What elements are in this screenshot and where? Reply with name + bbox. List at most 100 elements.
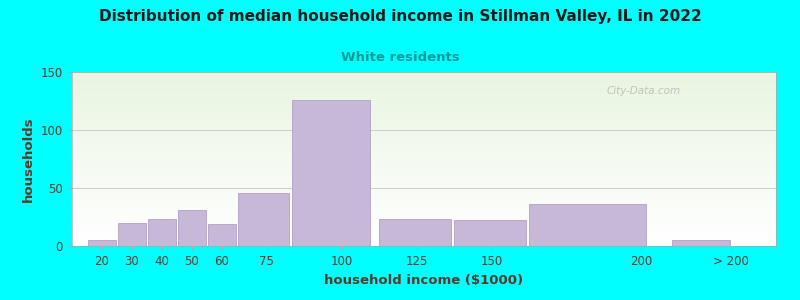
- X-axis label: household income ($1000): household income ($1000): [325, 274, 523, 286]
- Bar: [72, 215, 776, 216]
- Bar: [72, 94, 776, 96]
- Bar: [72, 133, 776, 135]
- Bar: [72, 234, 776, 236]
- Bar: [72, 218, 776, 220]
- Bar: [72, 110, 776, 112]
- Bar: [88, 240, 116, 246]
- Bar: [72, 105, 776, 107]
- Text: Distribution of median household income in Stillman Valley, IL in 2022: Distribution of median household income …: [98, 9, 702, 24]
- Bar: [292, 100, 370, 246]
- Bar: [208, 224, 235, 246]
- Bar: [672, 240, 730, 246]
- Bar: [72, 241, 776, 242]
- Bar: [72, 145, 776, 147]
- Bar: [72, 79, 776, 81]
- Bar: [72, 169, 776, 171]
- Bar: [72, 122, 776, 124]
- Bar: [72, 124, 776, 126]
- Bar: [72, 201, 776, 203]
- Bar: [178, 210, 206, 246]
- Bar: [72, 182, 776, 183]
- Bar: [72, 192, 776, 194]
- Bar: [72, 89, 776, 91]
- Bar: [72, 168, 776, 169]
- Bar: [454, 220, 526, 246]
- Bar: [72, 150, 776, 152]
- Bar: [72, 109, 776, 110]
- Bar: [72, 140, 776, 142]
- Bar: [72, 244, 776, 246]
- Bar: [72, 187, 776, 189]
- Bar: [72, 164, 776, 166]
- Bar: [238, 193, 290, 246]
- Bar: [72, 103, 776, 105]
- Bar: [72, 88, 776, 89]
- Bar: [72, 98, 776, 100]
- Bar: [72, 93, 776, 94]
- Bar: [72, 202, 776, 204]
- Bar: [72, 197, 776, 199]
- Bar: [72, 189, 776, 190]
- Bar: [72, 216, 776, 218]
- Bar: [72, 225, 776, 227]
- Bar: [72, 211, 776, 213]
- Bar: [72, 157, 776, 159]
- Bar: [118, 223, 146, 246]
- Bar: [72, 185, 776, 187]
- Bar: [72, 114, 776, 116]
- Bar: [72, 236, 776, 237]
- Bar: [72, 107, 776, 109]
- Bar: [72, 96, 776, 98]
- Bar: [72, 102, 776, 103]
- Bar: [72, 196, 776, 197]
- Bar: [72, 126, 776, 128]
- Bar: [72, 173, 776, 175]
- Bar: [72, 180, 776, 182]
- Bar: [72, 84, 776, 86]
- Bar: [72, 171, 776, 173]
- Bar: [72, 199, 776, 201]
- Bar: [72, 209, 776, 211]
- Bar: [72, 242, 776, 244]
- Bar: [72, 143, 776, 145]
- Bar: [72, 116, 776, 117]
- Bar: [72, 208, 776, 209]
- Bar: [72, 239, 776, 241]
- Bar: [72, 220, 776, 222]
- Bar: [72, 175, 776, 176]
- Bar: [72, 152, 776, 154]
- Bar: [72, 121, 776, 122]
- Bar: [72, 72, 776, 74]
- Bar: [72, 183, 776, 185]
- Bar: [72, 166, 776, 168]
- Bar: [378, 219, 451, 246]
- Bar: [72, 74, 776, 76]
- Text: White residents: White residents: [341, 51, 459, 64]
- Bar: [72, 142, 776, 143]
- Bar: [72, 176, 776, 178]
- Bar: [72, 154, 776, 155]
- Bar: [72, 119, 776, 121]
- Bar: [72, 178, 776, 180]
- Bar: [72, 100, 776, 102]
- Bar: [72, 131, 776, 133]
- Bar: [72, 129, 776, 131]
- Bar: [72, 194, 776, 196]
- Bar: [72, 222, 776, 224]
- Bar: [72, 161, 776, 163]
- Bar: [529, 204, 646, 246]
- Bar: [72, 232, 776, 234]
- Bar: [72, 91, 776, 93]
- Bar: [72, 237, 776, 239]
- Bar: [72, 136, 776, 138]
- Bar: [72, 86, 776, 88]
- Bar: [72, 76, 776, 77]
- Bar: [72, 82, 776, 84]
- Bar: [72, 147, 776, 148]
- Bar: [72, 206, 776, 208]
- Bar: [72, 230, 776, 232]
- Bar: [72, 81, 776, 82]
- Bar: [72, 138, 776, 140]
- Bar: [72, 77, 776, 79]
- Text: City-Data.com: City-Data.com: [607, 86, 681, 96]
